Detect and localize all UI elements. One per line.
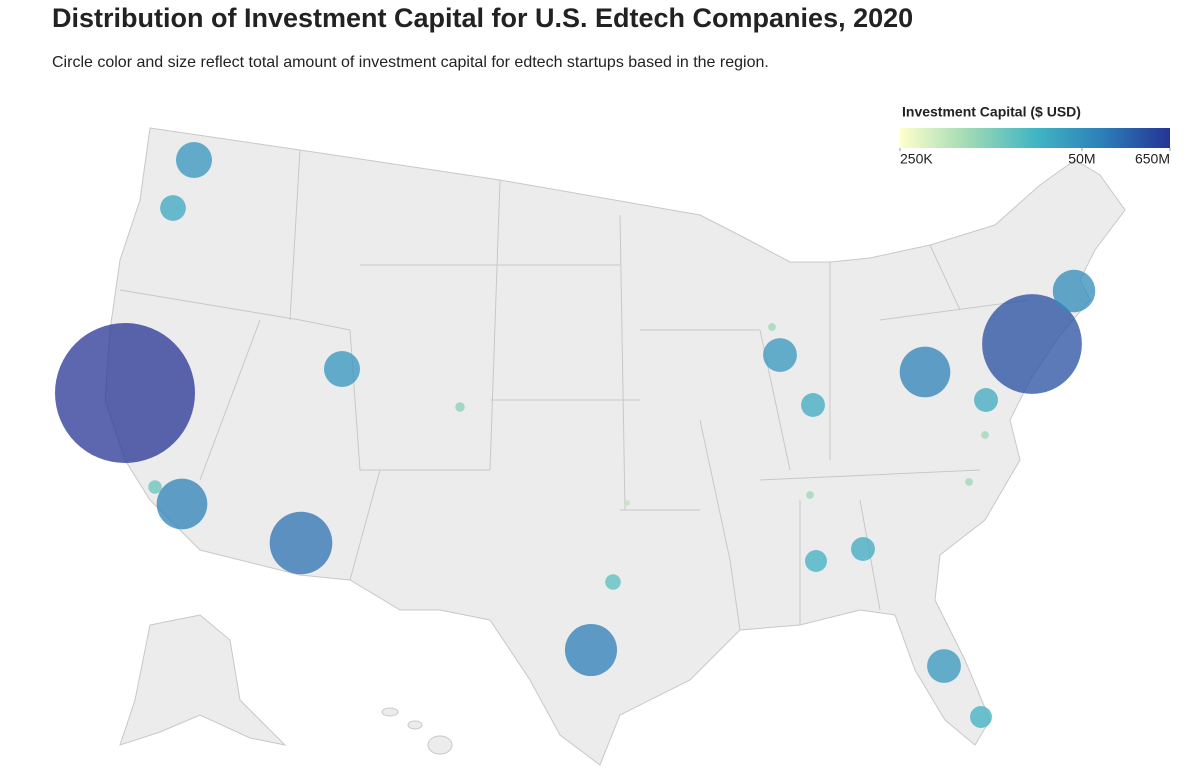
hawaii [381,707,399,717]
bubble [851,537,875,561]
bubble [805,550,827,572]
legend-tick-label: 650M [1135,151,1170,167]
hawaii [427,735,453,755]
bubble [763,338,797,372]
legend-gradient [900,128,1170,148]
bubble [624,500,630,506]
lower-48 [104,127,1126,766]
bubble [323,350,361,388]
alaska [119,614,287,746]
bubble [564,623,618,677]
bubble [768,323,776,331]
bubble [974,388,998,412]
bubble [175,141,213,179]
bubble [806,491,814,499]
bubble [801,393,825,417]
bubble [981,431,989,439]
bubble [965,478,973,486]
bubble [982,294,1082,394]
legend-title: Investment Capital ($ USD) [902,104,1081,120]
bubble [970,706,992,728]
bubble [927,649,961,683]
bubble [899,346,951,398]
subtitle: Circle color and size reflect total amou… [52,54,769,71]
title: Distribution of Investment Capital for U… [52,3,913,33]
us-map [104,127,1126,766]
bubble [156,478,208,530]
bubble [605,574,621,590]
bubble [1052,269,1096,313]
bubble [160,195,186,221]
hawaii [407,720,423,730]
bubble [269,511,333,575]
bubbles [55,141,1096,728]
bubble [55,323,195,463]
bubble [148,480,162,494]
state-borders [119,149,1031,631]
legend-tick-label: 50M [1068,151,1095,167]
legend-ticks: 250K 50M 650M [899,148,1171,167]
bubble [455,402,465,412]
legend-tick-label: 250K [900,151,933,167]
